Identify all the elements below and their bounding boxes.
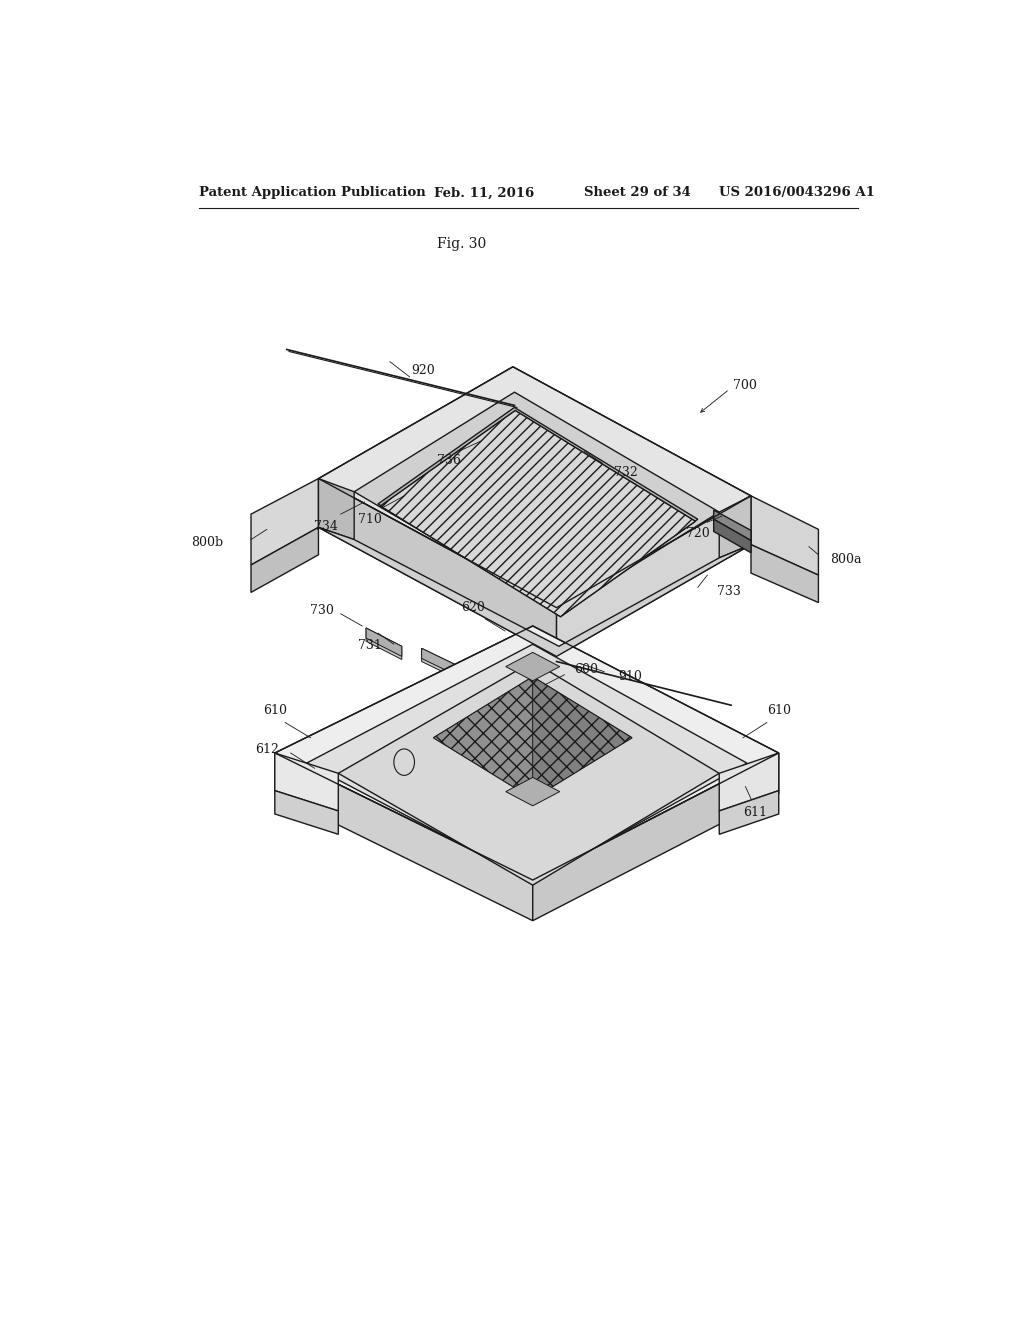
Polygon shape <box>751 496 818 576</box>
Polygon shape <box>274 626 778 880</box>
Text: 610: 610 <box>767 705 791 718</box>
Polygon shape <box>532 752 778 921</box>
Text: 732: 732 <box>613 466 637 479</box>
Polygon shape <box>380 411 695 616</box>
Polygon shape <box>251 479 318 565</box>
Text: 920: 920 <box>412 364 435 378</box>
Polygon shape <box>274 791 338 834</box>
Polygon shape <box>367 628 401 660</box>
Polygon shape <box>306 644 748 882</box>
Polygon shape <box>719 496 751 558</box>
Text: 910: 910 <box>618 671 642 684</box>
Polygon shape <box>719 791 778 834</box>
Polygon shape <box>477 668 513 698</box>
Text: Feb. 11, 2016: Feb. 11, 2016 <box>433 186 534 199</box>
Polygon shape <box>477 668 513 696</box>
Polygon shape <box>433 677 632 799</box>
Text: Sheet 29 of 34: Sheet 29 of 34 <box>585 186 691 199</box>
Polygon shape <box>378 408 697 615</box>
Polygon shape <box>354 392 719 611</box>
Text: 620: 620 <box>461 601 485 614</box>
Text: 800b: 800b <box>191 536 223 549</box>
Polygon shape <box>318 479 557 656</box>
Polygon shape <box>557 496 751 656</box>
Polygon shape <box>274 752 532 921</box>
Text: 700: 700 <box>733 379 757 392</box>
Text: 736: 736 <box>437 454 462 467</box>
Polygon shape <box>714 519 751 553</box>
Polygon shape <box>751 545 818 602</box>
Text: 800a: 800a <box>830 553 862 566</box>
Text: 734: 734 <box>314 520 338 533</box>
Text: 731: 731 <box>358 639 382 652</box>
Text: US 2016/0043296 A1: US 2016/0043296 A1 <box>719 186 876 199</box>
Polygon shape <box>506 777 560 805</box>
Polygon shape <box>714 510 751 541</box>
Polygon shape <box>318 479 354 540</box>
Text: 611: 611 <box>743 805 767 818</box>
Polygon shape <box>318 367 751 607</box>
Text: 710: 710 <box>358 513 382 527</box>
Text: Fig. 30: Fig. 30 <box>436 236 486 251</box>
Text: 612: 612 <box>255 743 279 756</box>
Polygon shape <box>433 677 532 799</box>
Polygon shape <box>719 752 778 810</box>
Polygon shape <box>338 661 719 886</box>
Text: Patent Application Publication: Patent Application Publication <box>200 186 426 199</box>
Polygon shape <box>274 752 338 810</box>
Text: 600: 600 <box>574 663 598 676</box>
Polygon shape <box>367 628 401 656</box>
Text: 733: 733 <box>717 585 740 598</box>
Polygon shape <box>318 528 751 656</box>
Text: 730: 730 <box>310 605 335 618</box>
Text: 610: 610 <box>263 705 287 718</box>
Polygon shape <box>422 648 458 676</box>
Polygon shape <box>506 652 560 681</box>
Polygon shape <box>422 648 458 678</box>
Polygon shape <box>532 677 632 799</box>
Text: 720: 720 <box>686 528 710 540</box>
Polygon shape <box>251 528 318 593</box>
